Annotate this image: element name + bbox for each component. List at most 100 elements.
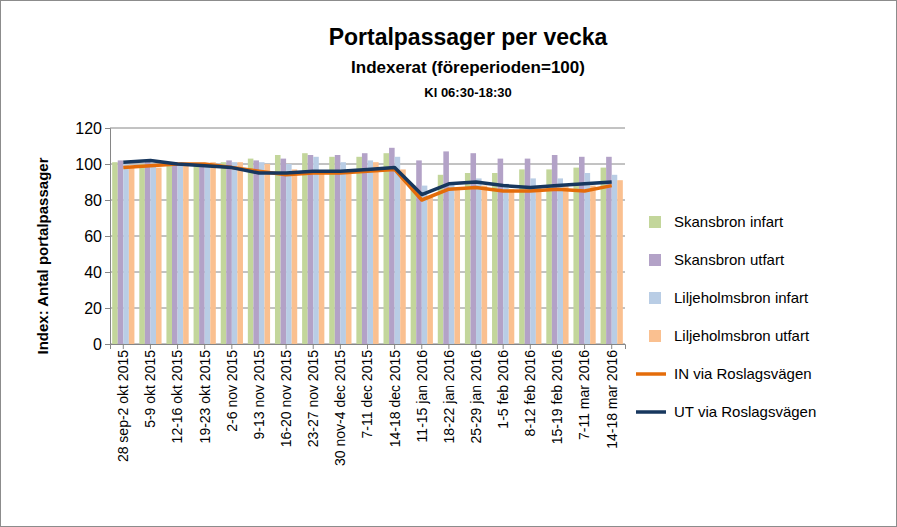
x-tick-label: 14-18 mar 2016 <box>604 350 620 449</box>
x-tick-mark <box>557 344 558 349</box>
bar <box>166 164 172 344</box>
x-tick-label: 25-29 jan 2016 <box>468 350 484 444</box>
bar <box>199 164 205 344</box>
x-tick-mark <box>340 344 341 349</box>
bar <box>232 162 238 344</box>
x-tick-label: 7-11 mar 2016 <box>576 350 592 440</box>
bar <box>422 186 428 344</box>
x-tick-label: 11-15 jan 2016 <box>414 350 430 443</box>
bar <box>519 169 525 344</box>
bar <box>590 186 596 344</box>
legend-swatch <box>636 372 666 376</box>
x-tick-label: 14-18 dec 2015 <box>387 350 403 448</box>
x-tick: 19-23 okt 2015 <box>197 344 213 443</box>
legend-swatch <box>649 216 661 228</box>
grid <box>110 128 625 344</box>
bar <box>438 175 444 344</box>
legend-label: Liljeholmsbron utfart <box>674 327 810 344</box>
bar <box>552 155 558 344</box>
y-tick-label: 120 <box>75 120 102 137</box>
legend-swatch <box>649 330 661 342</box>
bar <box>183 164 189 344</box>
bar <box>617 180 623 344</box>
bar <box>449 182 455 344</box>
bar <box>346 171 352 344</box>
legend-label: IN via Roslagsvägen <box>674 365 812 382</box>
legend-item: Liljeholmsbron utfart <box>649 327 810 344</box>
bar <box>395 157 401 344</box>
legend-item: Skansbron infart <box>649 213 784 230</box>
legend-swatch <box>649 254 661 266</box>
bar <box>172 164 178 344</box>
y-tick: 100 <box>75 156 110 173</box>
bar <box>454 187 460 344</box>
x-tick: 2-6 nov 2015 <box>224 344 240 432</box>
x-tick-mark <box>204 344 205 349</box>
x-tick-label: 16-20 nov 2015 <box>278 350 294 448</box>
bar <box>368 160 374 344</box>
y-tick-mark <box>105 164 110 165</box>
x-tick: 23-27 nov 2015 <box>305 344 321 447</box>
x-tick-mark <box>530 344 531 349</box>
bar <box>329 157 335 344</box>
y-tick-label: 100 <box>75 156 102 173</box>
x-tick: 9-13 nov 2015 <box>251 344 267 440</box>
bar <box>340 162 346 344</box>
x-tick-mark <box>421 344 422 349</box>
bar <box>221 162 227 344</box>
bar <box>557 178 563 344</box>
x-tick-label: 5-9 okt 2015 <box>142 350 158 428</box>
subtitle: Indexerat (föreperioden=100) <box>351 58 585 77</box>
x-tick-mark <box>150 344 151 349</box>
x-tick-label: 28 sep-2 okt 2015 <box>115 350 131 462</box>
x-tick-mark <box>503 344 504 349</box>
legend-item: UT via Roslagsvägen <box>636 403 816 420</box>
bar <box>530 178 536 344</box>
bar <box>259 162 265 344</box>
bar <box>265 164 271 344</box>
y-tick-mark <box>105 272 110 273</box>
bar <box>139 164 145 344</box>
bar <box>205 166 211 344</box>
x-axis: 28 sep-2 okt 2015 5-9 okt 2015 12-16 okt 2… <box>111 344 626 466</box>
bar <box>292 169 298 344</box>
bar <box>123 164 129 344</box>
legend-item: Liljeholmsbron infart <box>649 289 809 306</box>
bar <box>237 162 243 344</box>
bar <box>281 159 287 344</box>
bar <box>112 162 118 344</box>
y-axis-line <box>105 129 111 345</box>
x-tick-mark <box>258 344 259 349</box>
x-tick-label: 7-11 dec 2015 <box>359 350 375 439</box>
y-tick: 20 <box>84 300 110 317</box>
y-axis-title: Index: Antal portalpassager <box>34 157 51 354</box>
bar <box>443 151 449 344</box>
x-tick: 15-19 feb 2016 <box>549 344 565 444</box>
bar <box>476 178 482 344</box>
x-tick-mark <box>313 344 314 349</box>
x-tick-label: 2-6 nov 2015 <box>224 350 240 432</box>
bar <box>308 155 314 344</box>
bar <box>536 187 542 344</box>
chart: Portalpassager per veckaIndexerat (förep… <box>0 0 897 527</box>
bar <box>563 186 569 344</box>
x-tick-mark <box>584 344 585 349</box>
x-tick-label: 19-23 okt 2015 <box>197 350 213 444</box>
bar <box>253 160 259 344</box>
x-tick-label: 1-5 feb 2016 <box>495 350 511 429</box>
y-tick-mark <box>105 308 110 309</box>
y-tick-mark <box>105 344 110 345</box>
bar <box>210 162 216 344</box>
bar <box>178 166 184 344</box>
bar-series <box>112 153 606 344</box>
x-tick-label: 9-13 nov 2015 <box>251 350 267 440</box>
bar <box>156 168 162 344</box>
bar <box>335 155 341 344</box>
legend: Skansbron infartSkansbron utfartLiljehol… <box>636 213 816 420</box>
x-tick-label: 12-16 okt 2015 <box>169 350 185 444</box>
bar <box>482 186 488 344</box>
bar <box>319 171 325 344</box>
y-tick: 40 <box>84 264 110 281</box>
legend-swatch <box>636 410 666 414</box>
bar <box>145 162 151 344</box>
